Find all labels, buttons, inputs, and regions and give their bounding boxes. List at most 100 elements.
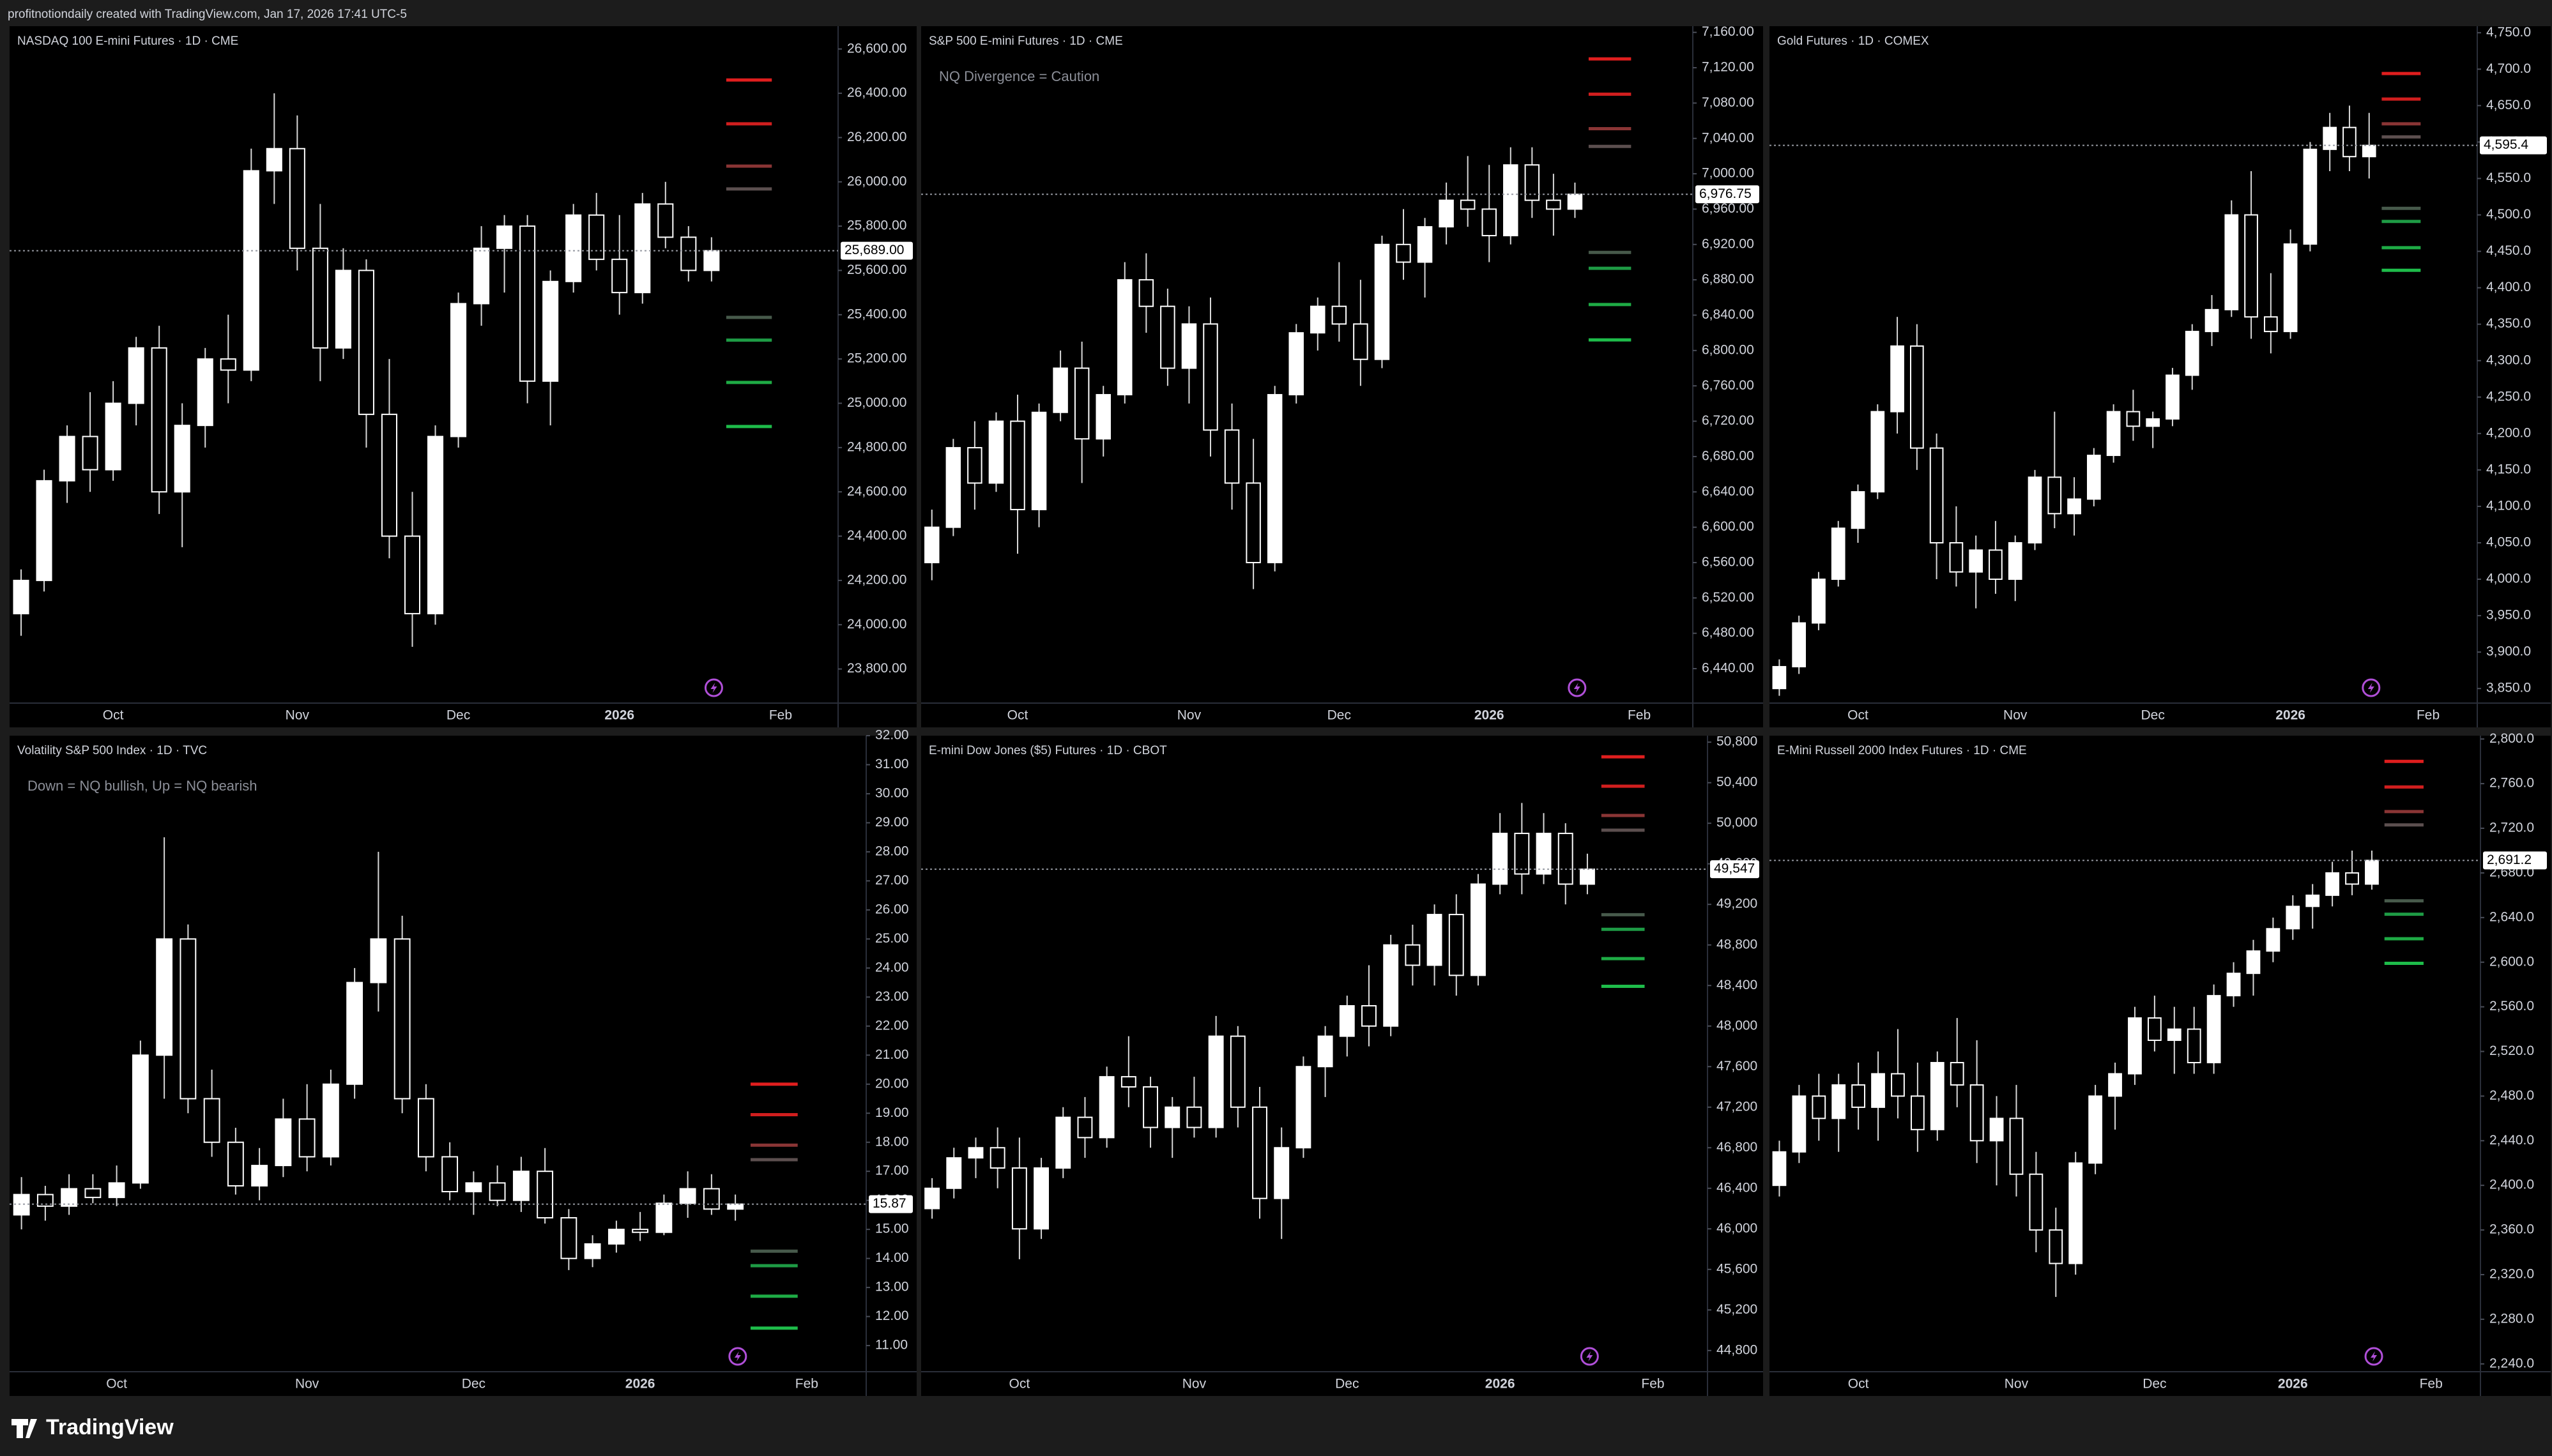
y-tick-label: 22.00 [875,1018,909,1033]
candle-body [1405,944,1421,966]
candle-body [1246,482,1261,563]
x-tick-label: 2026 [1485,1377,1515,1392]
y-tick-label: 45,200 [1716,1302,1757,1317]
candle-body [473,247,490,305]
candle-body [335,269,351,349]
panel-background [1769,26,2551,727]
candle-body [1426,914,1442,966]
y-tick-label: 4,100.0 [2486,498,2531,513]
y-tick-label: 48,800 [1716,937,1757,952]
candle-body [2166,374,2180,420]
candle-body [1138,279,1154,307]
panel-background [1769,736,2551,1396]
y-tick-label: 6,840.00 [1702,307,1754,322]
candle-body [1053,367,1068,413]
x-tick-label: Dec [2143,1377,2166,1392]
y-tick-label: 2,720.0 [2489,821,2534,835]
candle-body [988,420,1004,484]
candle-body [180,938,197,1100]
candle-body [1557,833,1573,885]
y-tick-label: 48,400 [1716,978,1757,992]
candle-body [703,250,720,271]
y-tick-label: 50,400 [1716,775,1757,789]
y-tick-label: 2,560.0 [2489,999,2534,1013]
candle-body [2009,1118,2024,1175]
x-tick-label: 2026 [2278,1377,2308,1392]
candle-body [489,1182,506,1201]
candle-body [1969,1084,1984,1142]
y-tick-label: 2,280.0 [2489,1311,2534,1326]
candle-body [1417,226,1433,263]
candle-body [1950,1061,1964,1086]
candle-body [1969,549,1983,573]
last-price-label: 49,547 [1714,861,1755,876]
alert-icon [704,678,723,697]
brand-logo [11,1419,37,1438]
y-tick-label: 4,500.0 [2486,207,2531,222]
y-tick-label: 4,200.0 [2486,425,2531,440]
candle-body [13,1194,30,1216]
candle-body [1074,367,1090,440]
candle-body [607,1229,625,1245]
y-tick-label: 6,480.00 [1702,625,1754,640]
last-price-box [2480,136,2547,155]
candle-body [1989,549,2003,580]
candle-body [1772,665,1787,690]
y-tick-label: 26,000.00 [847,174,906,188]
candle-body [2286,906,2300,930]
candle-body [2187,1028,2201,1063]
candle-body [197,358,213,427]
candle-body [588,214,605,261]
y-tick-label: 46,400 [1716,1180,1757,1195]
y-tick-label: 4,400.0 [2486,280,2531,294]
candle-body [220,358,236,371]
candle-body [1831,1084,1846,1119]
candle-body [679,1188,696,1204]
plot-area [13,837,798,1330]
x-tick-label: Nov [286,708,310,723]
chart-panel: 2,240.0 2,280.0 2,320.0 2,360.0 2,400.0 2,440… [1769,731,2551,1396]
candle-body [1492,833,1508,885]
candle-body [251,1165,268,1187]
y-tick-label: 6,680.00 [1702,448,1754,463]
y-tick-label: 6,800.00 [1702,342,1754,357]
last-price-box [2483,851,2547,870]
y-tick-label: 4,550.0 [2486,171,2531,185]
y-tick-label: 50,800 [1716,734,1757,749]
candle-body [2365,860,2379,885]
last-price-label: 4,595.4 [2484,137,2528,152]
y-tick-label: 25,000.00 [847,395,906,410]
candle-body [1031,411,1047,510]
y-tick-label: 2,760.0 [2489,776,2534,791]
alert-icon [1580,1347,1599,1366]
alert-icon-bolt [2371,1351,2378,1361]
y-tick-label: 27.00 [875,873,909,888]
candle-body [2126,411,2141,427]
candle-body [1870,411,1885,493]
last-price-label: 2,691.2 [2487,853,2532,867]
last-price-box [841,241,913,260]
chart-panel: 44,800 45,200 45,600 46,000 46,400 46,800 47,2… [921,734,1763,1396]
candle-body [404,535,421,614]
y-tick-label: 17.00 [875,1164,909,1178]
candle-body [132,1054,149,1184]
candle-body [156,938,173,1056]
y-tick-label: 2,320.0 [2489,1267,2534,1282]
x-tick-label: Oct [103,708,124,723]
candle-body [611,259,628,294]
x-tick-label: 2026 [625,1377,655,1392]
candle-body [2047,476,2062,515]
alert-icon-bolt [1573,683,1580,693]
candle-body [266,148,282,172]
x-tick-label: Nov [295,1377,319,1392]
y-tick-label: 26,400.00 [847,86,906,100]
candle-body [989,1147,1005,1169]
candle-body [1224,429,1240,484]
alert-icon [1568,678,1587,697]
candle-body [1460,199,1476,210]
candle-body [203,1098,220,1143]
alert-icon-bolt [710,683,717,693]
candle-body [2167,1028,2181,1042]
panel-background [921,26,1763,727]
